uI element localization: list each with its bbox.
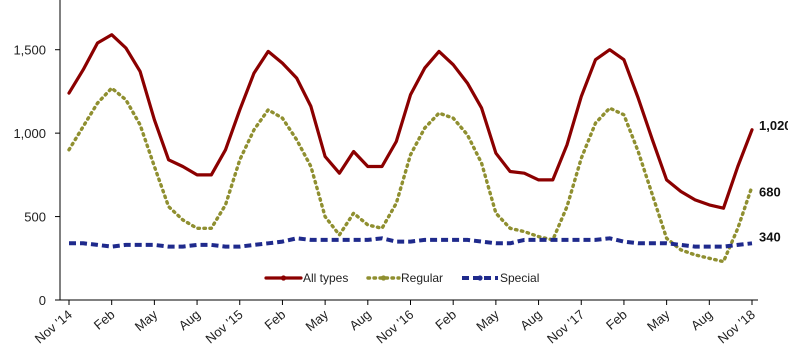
legend-marker xyxy=(477,275,483,281)
x-tick-label: May xyxy=(644,306,673,334)
end-value-label: 680 xyxy=(759,185,781,200)
legend-marker xyxy=(280,275,287,281)
legend-marker xyxy=(380,275,387,281)
y-axis: 0 500 1,000 1,500 xyxy=(13,0,61,308)
y-tick-label: 1,500 xyxy=(13,43,46,58)
x-tick-label: Nov '17 xyxy=(544,307,587,347)
end-value-label: 340 xyxy=(759,229,781,244)
x-tick-label: Nov '15 xyxy=(203,307,246,347)
end-labels: 1,020 680 340 xyxy=(759,118,788,244)
series-line-all-types xyxy=(67,33,754,210)
legend-label: Special xyxy=(500,271,539,285)
x-tick-label: Feb xyxy=(91,307,118,333)
x-tick-label: May xyxy=(132,306,161,334)
legend: All types Regular Special xyxy=(264,271,539,285)
x-tick-label: May xyxy=(303,306,332,334)
x-tick-label: Feb xyxy=(432,307,459,333)
y-tick-label: 500 xyxy=(24,210,46,225)
series-line-special xyxy=(69,236,753,249)
legend-label: Regular xyxy=(401,271,443,285)
series-lines xyxy=(67,33,754,264)
x-tick-label: Nov '14 xyxy=(32,307,75,347)
x-tick-label: Aug xyxy=(688,307,715,333)
x-axis: Nov '14 Feb May Aug Nov '15 Feb May Aug Nov '16 F… xyxy=(32,299,758,347)
x-tick-label: May xyxy=(473,306,502,334)
x-tick-label: Nov '16 xyxy=(373,307,416,347)
x-tick-label: Nov '18 xyxy=(715,307,758,347)
legend-label: All types xyxy=(303,271,348,285)
x-tick-label: Feb xyxy=(603,307,630,333)
x-tick-label: Aug xyxy=(346,307,373,333)
end-value-label: 1,020 xyxy=(759,118,788,133)
x-tick-label: Aug xyxy=(176,307,203,333)
x-tick-label: Feb xyxy=(262,307,289,333)
y-tick-label: 1,000 xyxy=(13,126,46,141)
x-tick-label: Aug xyxy=(517,307,544,333)
y-tick-label: 0 xyxy=(39,293,46,308)
series-line-regular xyxy=(67,86,754,264)
